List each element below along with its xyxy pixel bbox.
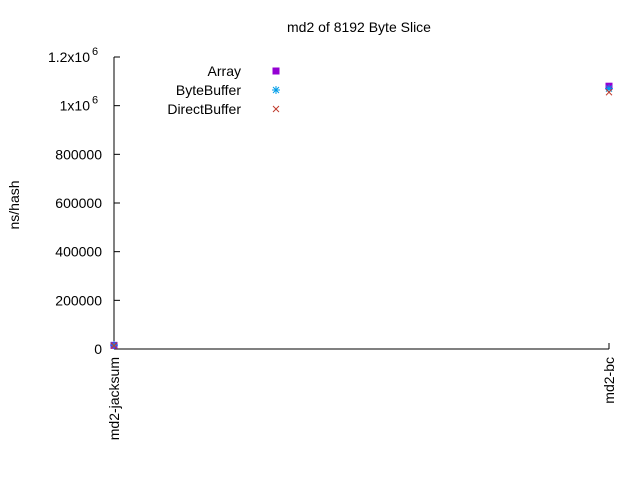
- y-axis-label: ns/hash: [6, 180, 22, 229]
- legend: Array ByteBuffer DirectBuffer: [167, 63, 280, 117]
- legend-label: DirectBuffer: [167, 101, 241, 117]
- data-point-directbuffer: [605, 88, 613, 96]
- y-tick-label: 0: [94, 341, 102, 357]
- x-tick-label: md2-bc: [601, 357, 617, 404]
- y-tick-exponent: 6: [92, 46, 98, 58]
- data-point-bytebuffer: [605, 84, 613, 93]
- y-tick-label: 400000: [55, 244, 102, 260]
- y-tick-label: 600000: [55, 195, 102, 211]
- y-tick-label: 800000: [55, 146, 102, 162]
- chart-title: md2 of 8192 Byte Slice: [287, 19, 431, 35]
- legend-label: ByteBuffer: [176, 82, 241, 98]
- y-tick-label: 1.2x10: [48, 49, 90, 65]
- legend-marker-array: [272, 67, 280, 75]
- y-tick-exponent: 6: [92, 95, 98, 107]
- y-tick-label: 200000: [55, 292, 102, 308]
- x-ticks: md2-jacksum md2-bc: [106, 343, 617, 440]
- data-points: [110, 82, 613, 350]
- data-point-directbuffer: [110, 342, 118, 349]
- legend-marker-bytebuffer: [272, 86, 280, 94]
- y-tick-label: 1x10: [60, 98, 91, 114]
- x-tick-label: md2-jacksum: [106, 357, 122, 440]
- legend-marker-directbuffer: [272, 105, 280, 113]
- legend-label: Array: [208, 63, 241, 79]
